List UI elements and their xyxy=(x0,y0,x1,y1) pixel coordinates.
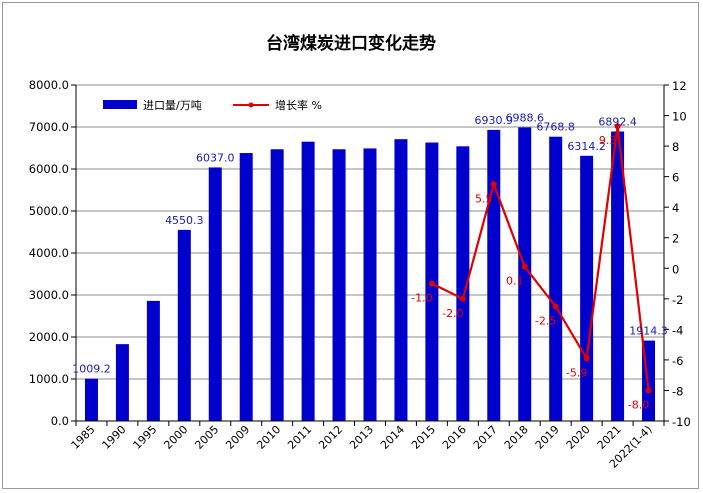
growth-point xyxy=(614,123,621,130)
chart-svg: 台湾煤炭进口变化走势 0.0 1000.0 2000.0 3000.0 4000.0 50… xyxy=(29,33,691,471)
x-tick-label: 2011 xyxy=(285,423,314,452)
bar xyxy=(177,229,191,421)
y-right-tick-label: -4 xyxy=(672,323,683,337)
y-left-tick-label: 2000.0 xyxy=(29,330,69,344)
bar xyxy=(611,131,625,421)
bar xyxy=(301,141,315,421)
bar-data-label: 1009.2 xyxy=(72,363,111,376)
growth-point xyxy=(428,280,435,287)
x-tick-label: 2017 xyxy=(471,423,500,452)
chart-frame: 台湾煤炭进口变化走势 0.0 1000.0 2000.0 3000.0 4000.0 50… xyxy=(2,2,699,489)
bar xyxy=(84,378,98,421)
bar-data-label: 6037.0 xyxy=(196,151,235,164)
y-right-tick-label: 12 xyxy=(672,79,687,93)
y-left-tick-label: 7000.0 xyxy=(29,120,69,134)
y-right-tick-label: 0 xyxy=(672,262,679,276)
line-data-label: -2.0 xyxy=(442,307,463,320)
line-data-label: 5.5 xyxy=(475,192,493,205)
line-data-label: 0.1 xyxy=(506,275,524,288)
bar xyxy=(332,149,346,421)
bar xyxy=(580,155,594,422)
line-data-label: -5.9 xyxy=(566,366,587,379)
growth-line xyxy=(431,126,650,391)
line-series xyxy=(428,123,652,394)
x-tick-label: 2010 xyxy=(254,423,283,452)
y-right-tick-label: 8 xyxy=(672,140,679,154)
bar xyxy=(487,129,501,421)
x-tick-label: 2000 xyxy=(161,423,190,452)
bar xyxy=(208,167,222,421)
line-data-label: -2.5 xyxy=(535,314,556,327)
y-right-tick-label: 6 xyxy=(672,171,679,185)
y-left-tick-label: 4000.0 xyxy=(29,246,69,260)
x-tick-label: 2005 xyxy=(192,423,221,452)
x-tick-label: 2021 xyxy=(595,423,624,452)
x-tick-label: 2009 xyxy=(223,423,252,452)
x-tick-label: 2015 xyxy=(409,423,438,452)
y-right-tick-label: -8 xyxy=(672,384,683,398)
x-tick-label: 2018 xyxy=(502,423,531,452)
bar-data-label: 6988.6 xyxy=(505,111,544,124)
bar xyxy=(270,149,284,421)
legend-label-bar: 进口量/万吨 xyxy=(143,99,202,112)
x-tick-label: 2016 xyxy=(440,423,469,452)
bar-data-label: 4550.3 xyxy=(165,214,204,227)
legend-label-line: 增长率 % xyxy=(275,98,322,112)
y-right-tick-label: 10 xyxy=(672,110,687,124)
bar xyxy=(394,139,408,421)
bar-data-label: 6314.2 xyxy=(567,140,606,153)
line-data-label: 9.3 xyxy=(599,134,617,147)
y-left-tick-label: 3000.0 xyxy=(29,288,69,302)
x-tick-label: 2014 xyxy=(378,423,407,452)
y-right-tick-label: 2 xyxy=(672,232,679,246)
bar-data-label: 1914.3 xyxy=(629,325,668,338)
x-tick-label: 2020 xyxy=(564,423,593,452)
x-tick-label: 1985 xyxy=(69,423,98,452)
growth-point xyxy=(552,303,559,310)
x-tick-label: 2019 xyxy=(533,423,562,452)
bar xyxy=(115,344,129,421)
growth-point xyxy=(645,387,652,394)
legend-swatch-bar xyxy=(103,100,137,109)
legend: 进口量/万吨 增长率 % xyxy=(103,98,322,112)
line-data-label: -1.0 xyxy=(411,292,432,305)
x-tick-label: 2012 xyxy=(316,423,345,452)
bar-data-label: 6768.8 xyxy=(536,121,575,134)
bar-data-label: 6930.9 xyxy=(475,114,514,127)
bar xyxy=(146,300,160,421)
growth-point xyxy=(583,355,590,362)
y-left-tick-label: 5000.0 xyxy=(29,204,69,218)
y-left-tick-label: 6000.0 xyxy=(29,162,69,176)
growth-point xyxy=(521,263,528,270)
bar xyxy=(518,127,532,422)
bar xyxy=(239,153,253,422)
legend-swatch-marker xyxy=(248,102,254,108)
x-tick-label: 1990 xyxy=(100,423,129,452)
bar xyxy=(456,146,470,421)
y-right-tick-label: -2 xyxy=(672,293,683,307)
growth-point xyxy=(490,181,497,188)
bar xyxy=(363,148,377,422)
x-tick-label: 2013 xyxy=(347,423,376,452)
chart-title: 台湾煤炭进口变化走势 xyxy=(266,33,436,54)
y-left-tick-label: 8000.0 xyxy=(29,78,69,92)
line-data-label: -8.0 xyxy=(628,398,649,411)
growth-point xyxy=(459,295,466,302)
y-right-tick-label: -10 xyxy=(672,415,691,429)
y-left-tick-label: 0.0 xyxy=(51,414,69,428)
y-left-tick-label: 1000.0 xyxy=(29,372,69,386)
bar-data-label: 6892.4 xyxy=(598,116,637,129)
y-right-tick-label: 4 xyxy=(672,201,679,215)
bar-series xyxy=(84,127,656,422)
y-right-tick-label: -6 xyxy=(672,354,683,368)
x-tick-label: 1995 xyxy=(130,423,159,452)
bar xyxy=(549,136,563,422)
